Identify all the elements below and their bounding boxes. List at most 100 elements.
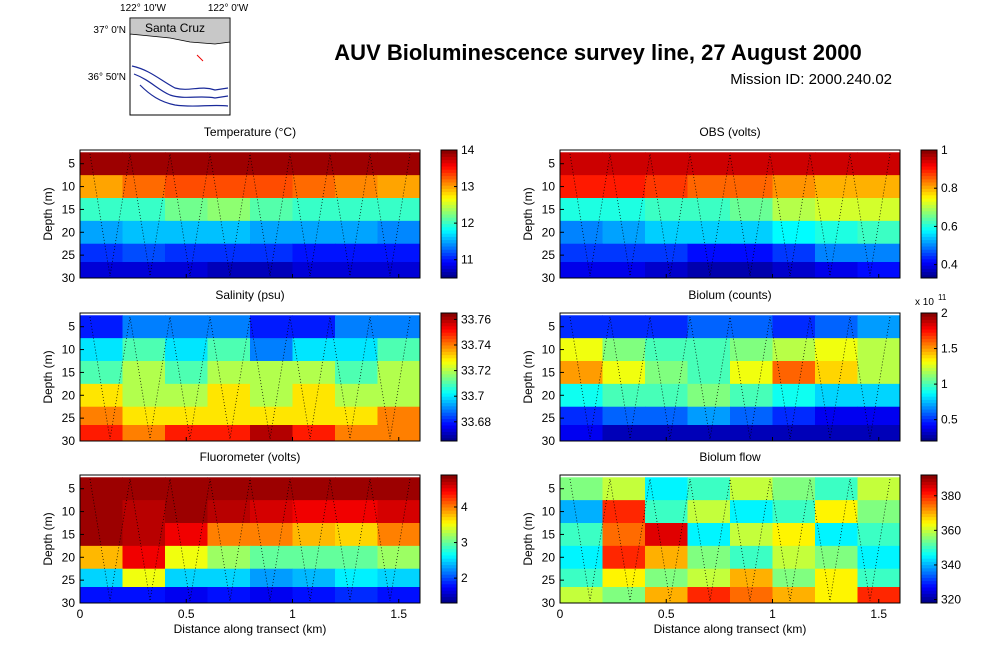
heat-cell (292, 425, 336, 442)
colorbar-swatch (441, 361, 457, 365)
heat-cell (560, 523, 603, 547)
heat-cell (645, 175, 688, 199)
y-axis-label: Depth (m) (521, 512, 535, 565)
colorbar-swatch (441, 567, 457, 572)
colorbar-swatch (441, 519, 457, 524)
heat-cell (250, 175, 293, 199)
x-tick-label: 1.5 (870, 607, 887, 621)
heat-cell (122, 175, 166, 199)
colorbar-swatch (441, 551, 457, 556)
colorbar-tick-label: 3 (461, 536, 468, 550)
colorbar-swatch (921, 555, 937, 559)
colorbar-tick-label: 1 (941, 377, 948, 391)
heat-cell (250, 315, 293, 339)
colorbar-swatch (921, 428, 937, 432)
colorbar-tick-label: 12 (461, 216, 475, 230)
heat-cell (335, 425, 378, 442)
colorbar-swatch (921, 316, 937, 320)
y-tick-label: 10 (542, 343, 556, 357)
colorbar-swatch (441, 593, 457, 598)
heat-cell (815, 315, 858, 339)
colorbar-exponent: 11 (938, 293, 947, 302)
heat-cell (602, 220, 646, 245)
heat-cell (207, 198, 251, 222)
y-tick-label: 10 (62, 343, 76, 357)
lon-label: 122° 10'W (120, 3, 166, 14)
colorbar-swatch (921, 265, 937, 269)
heat-cell (602, 523, 646, 547)
heat-cell (730, 243, 773, 263)
heat-cell (687, 477, 731, 501)
heat-cell (645, 500, 688, 524)
heat-cell (122, 500, 166, 524)
heat-cell (250, 383, 293, 408)
colorbar-swatch (441, 523, 457, 527)
colorbar-swatch (921, 373, 937, 378)
colorbar-swatch (441, 421, 457, 426)
heat-cell (772, 152, 816, 176)
colorbar-swatch (441, 577, 457, 582)
y-tick-label: 20 (542, 225, 556, 239)
colorbar-swatch (441, 233, 457, 237)
heat-cell (687, 406, 731, 426)
heat-cell (292, 315, 336, 339)
heat-cell (857, 198, 901, 222)
y-tick-label: 25 (62, 248, 76, 262)
colorbar-swatch (921, 185, 937, 189)
heat-cell (207, 383, 251, 408)
heat-cell (165, 338, 208, 362)
transect (196, 54, 204, 62)
colorbar-tick-label: 13 (461, 180, 475, 194)
colorbar-swatch (921, 274, 937, 279)
heat-cell (207, 175, 251, 199)
heat-cell (560, 198, 603, 222)
heat-cell (377, 243, 421, 263)
heat-cell (122, 243, 166, 263)
heat-cell (645, 361, 688, 385)
panel: OBS (volts) 5 10 15 20 25 30 Depth (m) 0.4 0.6 0.8… (521, 125, 958, 285)
colorbar-swatch (921, 396, 937, 400)
colorbar-swatch (921, 188, 937, 193)
colorbar-swatch (441, 348, 457, 352)
colorbar-swatch (441, 529, 457, 534)
colorbar-swatch (921, 217, 937, 221)
heat-cell (165, 425, 208, 442)
colorbar-swatch (921, 194, 937, 199)
colorbar-swatch (441, 329, 457, 333)
heat-cell (772, 361, 816, 385)
colorbar-tick-label: 320 (941, 593, 961, 607)
heat-cell (730, 361, 773, 385)
heat-cell (815, 175, 858, 199)
heat-cell (687, 315, 731, 339)
heat-cell (207, 338, 251, 362)
colorbar-swatch (921, 567, 937, 572)
colorbar-swatch (921, 214, 937, 218)
heat-cell (122, 220, 166, 245)
y-axis-label: Depth (m) (521, 350, 535, 403)
heat-cell (377, 477, 421, 501)
colorbar-tick-label: 33.72 (461, 364, 491, 378)
heat-cell (602, 425, 646, 442)
colorbar-swatch (441, 405, 457, 410)
lat-label: 37° 0'N (93, 25, 126, 36)
colorbar-swatch (921, 210, 937, 215)
panel-title: Biolum flow (699, 450, 761, 464)
heat-cell (815, 198, 858, 222)
colorbar-swatch (921, 399, 937, 404)
colorbar-swatch (441, 367, 457, 372)
colorbar-swatch (441, 478, 457, 482)
colorbar-swatch (921, 551, 937, 556)
heat-cell (560, 315, 603, 339)
colorbar-swatch (921, 233, 937, 237)
heat-cell (815, 587, 858, 604)
colorbar-swatch (441, 191, 457, 196)
heat-cell (857, 361, 901, 385)
heat-cell (772, 523, 816, 547)
heat-cell (857, 338, 901, 362)
colorbar-tick-label: 33.68 (461, 415, 491, 429)
heat-cell (772, 545, 816, 570)
y-tick-label: 15 (542, 202, 556, 216)
colorbar-swatch (441, 236, 457, 241)
heat-cell (602, 262, 646, 279)
heat-cell (80, 568, 123, 588)
